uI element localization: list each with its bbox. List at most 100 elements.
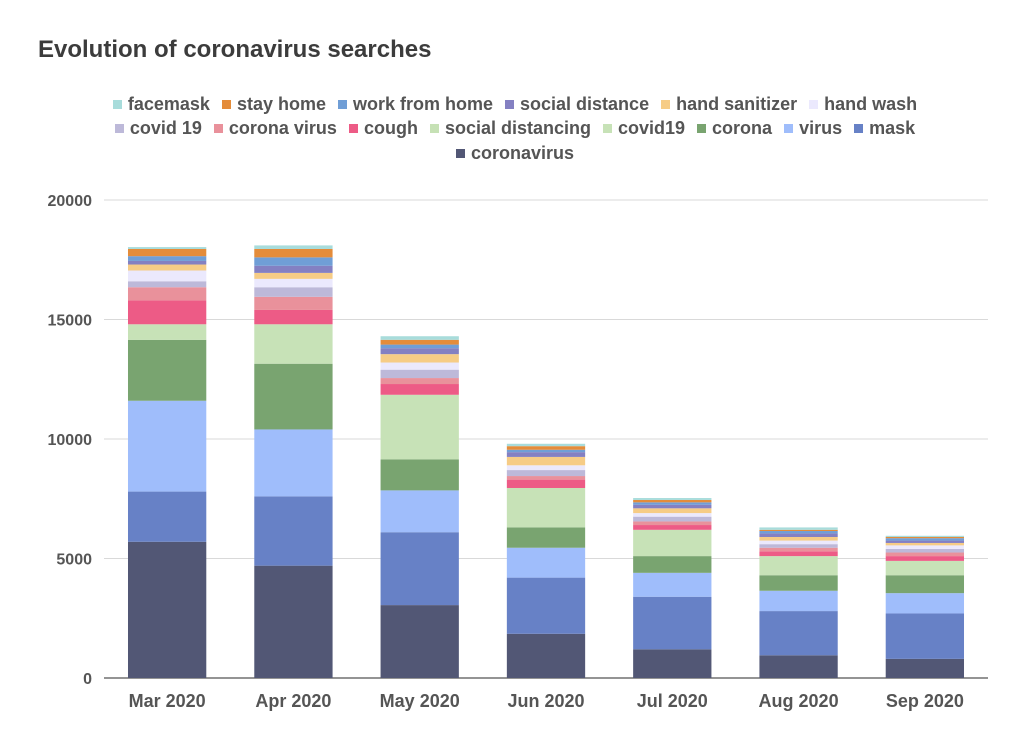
legend-swatch [348, 124, 358, 134]
legend-item-stay-home: stay home [221, 93, 326, 115]
x-tick-label: Jul 2020 [637, 691, 708, 711]
bar-segment-covid-19 [127, 281, 207, 288]
bar-segment-social-distance [506, 452, 586, 457]
legend-item-cough: cough [348, 118, 418, 139]
bar-segment-covid-19 [380, 369, 459, 379]
legend-item-covid19: covid19 [603, 118, 685, 139]
bar-segment-corona-virus [380, 378, 459, 385]
bar-segment-mask [254, 496, 333, 566]
bar-segment-facemask [254, 245, 333, 249]
legend-label: facemask [127, 93, 210, 114]
bar-segment-covid-19 [506, 470, 586, 477]
bar-segment-hand-wash [633, 513, 712, 517]
x-tick-label: Mar 2020 [129, 691, 206, 711]
bar-segment-hand-sanitizer [254, 272, 333, 279]
bar-segment-covid19 [633, 529, 712, 557]
legend-item-work-from-home: work from home [337, 93, 494, 115]
legend-swatch [221, 99, 231, 109]
y-tick-label: 0 [83, 671, 92, 688]
legend-swatch [112, 99, 122, 109]
bar-segment-coronavirus [506, 633, 586, 678]
legend-label: stay home [236, 93, 326, 114]
legend-item-hand-wash: hand wash [809, 94, 917, 115]
legend-swatch [697, 124, 707, 134]
bar-segment-stay-home [759, 529, 838, 532]
bar-segment-coronavirus [885, 658, 965, 678]
bar-segment-covid19 [506, 487, 586, 528]
bar-segment-stay-home [380, 339, 459, 345]
x-tick-label: Jun 2020 [507, 691, 584, 711]
legend-swatch [337, 99, 347, 109]
legend-label: work from home [352, 93, 494, 114]
legend-swatch [505, 99, 515, 109]
bar-segment-hand-wash [506, 465, 586, 471]
y-tick-label: 15000 [48, 313, 93, 330]
bar-segment-mask [633, 596, 712, 650]
bar-segment-hand-sanitizer [633, 508, 712, 514]
bar-segment-corona [759, 575, 838, 591]
legend-label: virus [799, 118, 843, 139]
bar-segment-hand-sanitizer [127, 264, 207, 271]
bar-segment-work-from-home [506, 449, 586, 453]
bar-segment-virus [380, 490, 459, 533]
bar-segment-stay-home [127, 248, 207, 257]
bar-segment-cough [506, 479, 586, 488]
legend-label: corona [712, 118, 773, 139]
bar-segment-hand-wash [759, 540, 838, 545]
bar-segment-covid19 [127, 324, 207, 340]
y-tick-label: 10000 [48, 432, 93, 449]
bar-segment-covid-19 [759, 544, 838, 548]
bar-segment-corona [254, 363, 333, 430]
bar-segment-virus [759, 590, 838, 612]
bar-segment-hand-sanitizer [506, 456, 586, 466]
bar-segment-corona-virus [254, 296, 333, 310]
bar-segment-corona-virus [885, 552, 965, 557]
bar-segment-hand-wash [380, 362, 459, 370]
legend-item-hand-sanitizer: hand sanitizer [661, 94, 797, 115]
bar-segment-facemask [633, 498, 712, 500]
bar-segment-mask [759, 611, 838, 656]
bar-segment-hand-sanitizer [380, 354, 459, 363]
legend-item-virus: virus [784, 118, 842, 139]
legend-label: social distancing [444, 118, 591, 139]
legend-swatch [603, 124, 612, 134]
bar-segment-covid-19 [254, 287, 333, 297]
bar-segment-cough [380, 384, 459, 395]
bar-segment-social-distance [380, 348, 459, 355]
bar-segment-social-distance [885, 540, 965, 543]
legend-swatch [455, 148, 465, 158]
bar-segment-corona [380, 459, 459, 491]
bar-segment-covid19 [759, 556, 838, 576]
bar-segment-coronavirus [633, 649, 712, 678]
bar-segment-hand-wash [127, 270, 207, 282]
chart-title: Evolution of coronavirus searches [38, 36, 432, 63]
bar-segment-coronavirus [380, 605, 459, 678]
chart-legend: facemask stay home work from home social di… [70, 92, 960, 166]
legend-row: covid 19 corona virus cough social distanci… [70, 117, 960, 142]
legend-item-mask: mask [854, 118, 915, 139]
x-tick-label: Aug 2020 [759, 691, 839, 711]
legend-swatch [784, 124, 794, 134]
legend-label: hand wash [824, 93, 918, 114]
legend-swatch [114, 124, 124, 134]
legend-item-covid-19: covid 19 [114, 118, 202, 139]
bar-segment-mask [885, 613, 965, 659]
bar-segment-cough [633, 525, 712, 530]
legend-label: corona virus [228, 118, 337, 139]
legend-item-corona-virus: corona virus [213, 118, 337, 139]
legend-swatch [809, 99, 819, 109]
bar-segment-corona [506, 527, 586, 548]
y-tick-label: 20000 [48, 193, 93, 210]
legend-swatch [213, 124, 223, 134]
bar-segment-work-from-home [380, 344, 459, 349]
x-tick-label: Apr 2020 [255, 691, 331, 711]
legend-item-corona: corona [697, 118, 772, 139]
y-tick-label: 5000 [56, 552, 92, 569]
bar-segment-virus [633, 572, 712, 597]
bar-segment-cough [127, 300, 207, 325]
bar-segment-stay-home [254, 248, 333, 258]
legend-swatch [661, 99, 671, 109]
bar-segment-work-from-home [759, 531, 838, 534]
bar-segment-social-distance [633, 504, 712, 509]
legend-label: covid 19 [129, 118, 202, 139]
